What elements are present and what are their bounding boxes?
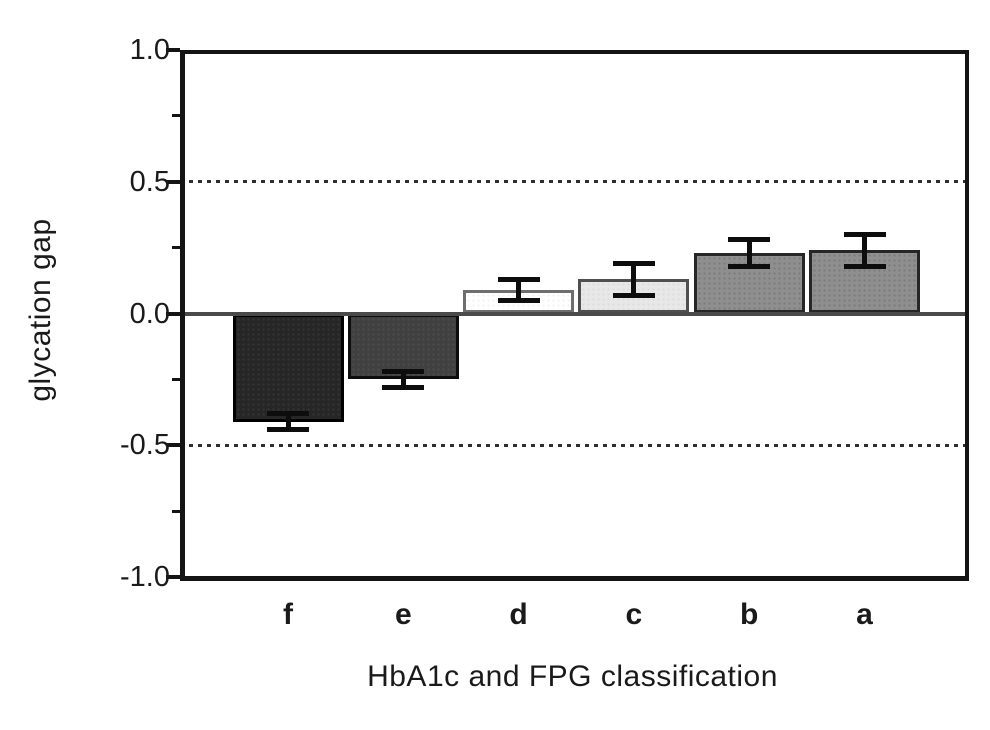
y-minor-tick	[172, 377, 180, 381]
x-tick-label-c: c	[625, 598, 643, 631]
y-major-tick	[166, 48, 180, 52]
error-bar-cap-top-b	[728, 237, 771, 243]
error-bar-cap-top-c	[612, 260, 655, 266]
y-tick-label: 0.5	[129, 165, 170, 198]
zero-line	[180, 311, 965, 316]
y-major-tick	[166, 179, 180, 184]
error-bar-cap-top-d	[497, 276, 540, 282]
reference-line-dashed-0.5	[180, 180, 965, 184]
error-bar-cap-top-e	[382, 368, 425, 374]
x-tick-label-a: a	[856, 598, 873, 631]
error-bar-cap-bottom-f	[267, 426, 309, 432]
x-tick-label-d: d	[509, 598, 528, 631]
y-minor-tick	[172, 509, 180, 513]
y-major-tick	[166, 575, 180, 579]
reference-line-dashed--0.5	[180, 443, 965, 447]
error-bar-stem-c	[631, 263, 637, 296]
error-bar-cap-bottom-e	[382, 384, 425, 390]
error-bar-stem-d	[516, 279, 522, 301]
error-bar-cap-bottom-d	[497, 297, 540, 303]
error-bar-stem-f	[285, 413, 291, 430]
error-bar-cap-top-f	[267, 411, 309, 417]
y-tick-label: 0.0	[129, 297, 170, 330]
x-tick-label-b: b	[740, 598, 759, 631]
error-bar-cap-bottom-c	[612, 292, 655, 298]
x-tick-label-f: f	[283, 598, 293, 631]
y-minor-tick	[172, 114, 180, 118]
y-tick-label: 1.0	[129, 34, 170, 66]
x-axis-title: HbA1c and FPG classification	[367, 660, 778, 693]
bar-f	[232, 313, 344, 422]
error-bar-stem-e	[400, 371, 406, 388]
error-bar-stem-b	[746, 239, 752, 267]
error-bar-cap-top-a	[843, 231, 886, 237]
y-tick-label: -1.0	[120, 561, 170, 593]
x-tick-label-e: e	[394, 598, 412, 631]
y-tick-label: -0.5	[120, 429, 170, 462]
y-major-tick	[166, 443, 180, 448]
error-bar-cap-bottom-b	[728, 263, 771, 269]
error-bar-cap-bottom-a	[843, 263, 886, 269]
bar-e	[347, 313, 459, 380]
y-major-tick	[166, 311, 180, 316]
y-minor-tick	[172, 246, 180, 250]
error-bar-stem-a	[862, 234, 867, 267]
